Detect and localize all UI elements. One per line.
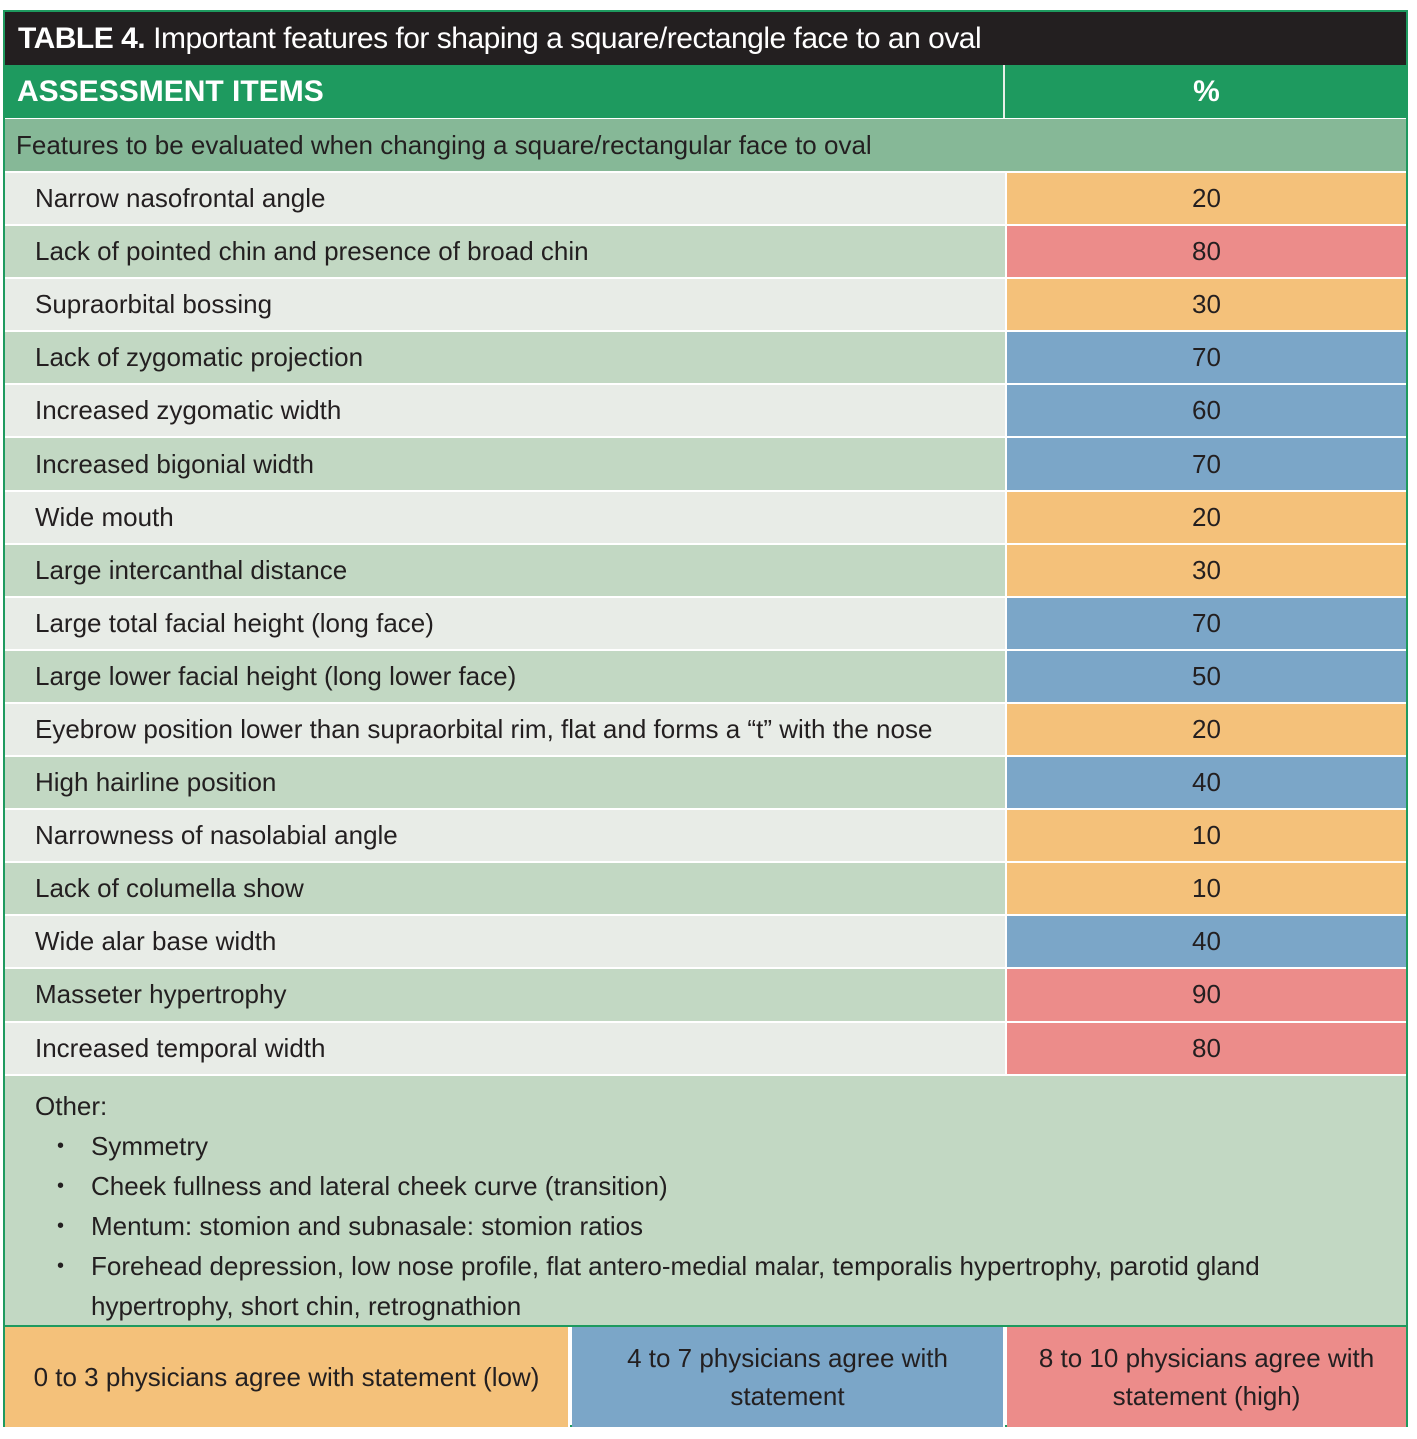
table-row: Large intercanthal distance 30 — [5, 542, 1406, 596]
other-list: Symmetry Cheek fullness and lateral chee… — [35, 1126, 1392, 1326]
percent-value: 10 — [1007, 810, 1406, 862]
header-assessment-items: ASSESSMENT ITEMS — [5, 65, 1005, 118]
percent-value: 90 — [1007, 969, 1406, 1021]
percent-value: 20 — [1007, 173, 1406, 225]
assessment-item: Eyebrow position lower than supraorbital… — [5, 703, 1005, 756]
assessment-item: Lack of columella show — [5, 863, 1005, 915]
table-row: Large lower facial height (long lower fa… — [5, 648, 1406, 702]
percent-value: 40 — [1007, 916, 1406, 968]
table-row: Supraorbital bossing 30 — [5, 277, 1406, 331]
percent-value: 20 — [1007, 491, 1406, 543]
table-row: Narrow nasofrontal angle 20 — [5, 171, 1406, 225]
assessment-item: High hairline position — [5, 757, 1005, 809]
table-title: TABLE 4. Important features for shaping … — [5, 12, 1406, 65]
percent-value: 80 — [1007, 1022, 1406, 1074]
table-row: Eyebrow position lower than supraorbital… — [5, 701, 1406, 756]
assessment-item: Large lower facial height (long lower fa… — [5, 650, 1005, 702]
assessment-item: Increased temporal width — [5, 1022, 1005, 1074]
other-heading: Other: — [35, 1091, 108, 1121]
legend: 0 to 3 physicians agree with statement (… — [5, 1325, 1406, 1427]
table-row: Increased bigonial width 70 — [5, 436, 1406, 490]
section-heading: Features to be evaluated when changing a… — [5, 118, 1406, 171]
percent-value: 30 — [1007, 544, 1406, 596]
table-4: TABLE 4. Important features for shaping … — [3, 10, 1408, 1427]
assessment-item: Masseter hypertrophy — [5, 969, 1005, 1021]
percent-value: 30 — [1007, 279, 1406, 331]
list-item: Mentum: stomion and subnasale: stomion r… — [35, 1206, 1392, 1246]
assessment-item: Lack of zygomatic projection — [5, 332, 1005, 384]
percent-value: 10 — [1007, 863, 1406, 915]
table-number: TABLE 4. — [18, 21, 146, 55]
assessment-item: Lack of pointed chin and presence of bro… — [5, 226, 1005, 278]
assessment-item: Narrowness of nasolabial angle — [5, 810, 1005, 862]
table-caption: Important features for shaping a square/… — [153, 21, 982, 55]
table-row: Large total facial height (long face) 70 — [5, 595, 1406, 649]
table-row: Narrowness of nasolabial angle 10 — [5, 808, 1406, 862]
table-row: Lack of zygomatic projection 70 — [5, 330, 1406, 384]
percent-value: 20 — [1007, 703, 1406, 756]
header-percent: % — [1193, 74, 1220, 108]
percent-value: 70 — [1007, 438, 1406, 490]
table-row: Lack of pointed chin and presence of bro… — [5, 224, 1406, 278]
assessment-item: Wide alar base width — [5, 916, 1005, 968]
percent-value: 60 — [1007, 385, 1406, 437]
table-row: Lack of columella show 10 — [5, 861, 1406, 915]
percent-value: 40 — [1007, 757, 1406, 809]
table-row: High hairline position 40 — [5, 755, 1406, 809]
list-item: Cheek fullness and lateral cheek curve (… — [35, 1166, 1392, 1206]
percent-value: 50 — [1007, 650, 1406, 702]
percent-value: 70 — [1007, 597, 1406, 649]
table-body: Narrow nasofrontal angle 20 Lack of pointe… — [5, 171, 1406, 1074]
list-item: Symmetry — [35, 1126, 1392, 1166]
table-row: Wide mouth 20 — [5, 489, 1406, 543]
table-row: Wide alar base width 40 — [5, 914, 1406, 968]
assessment-item: Large intercanthal distance — [5, 544, 1005, 596]
assessment-item: Narrow nasofrontal angle — [5, 173, 1005, 225]
table-header: ASSESSMENT ITEMS % — [5, 65, 1406, 118]
assessment-item: Increased bigonial width — [5, 438, 1005, 490]
table-row: Increased temporal width 80 — [5, 1020, 1406, 1074]
table-row: Increased zygomatic width 60 — [5, 383, 1406, 437]
legend-mid: 4 to 7 physicians agree with statement — [572, 1327, 1005, 1427]
legend-high: 8 to 10 physicians agree with statement … — [1007, 1327, 1406, 1427]
assessment-item: Wide mouth — [5, 491, 1005, 543]
percent-value: 80 — [1007, 226, 1406, 278]
assessment-item: Increased zygomatic width — [5, 385, 1005, 437]
assessment-item: Large total facial height (long face) — [5, 597, 1005, 649]
other-features: Other: Symmetry Cheek fullness and later… — [5, 1074, 1406, 1325]
assessment-item: Supraorbital bossing — [5, 279, 1005, 331]
percent-value: 70 — [1007, 332, 1406, 384]
legend-low: 0 to 3 physicians agree with statement (… — [5, 1327, 570, 1427]
list-item: Forehead depression, low nose profile, f… — [35, 1246, 1392, 1326]
table-row: Masseter hypertrophy 90 — [5, 967, 1406, 1021]
